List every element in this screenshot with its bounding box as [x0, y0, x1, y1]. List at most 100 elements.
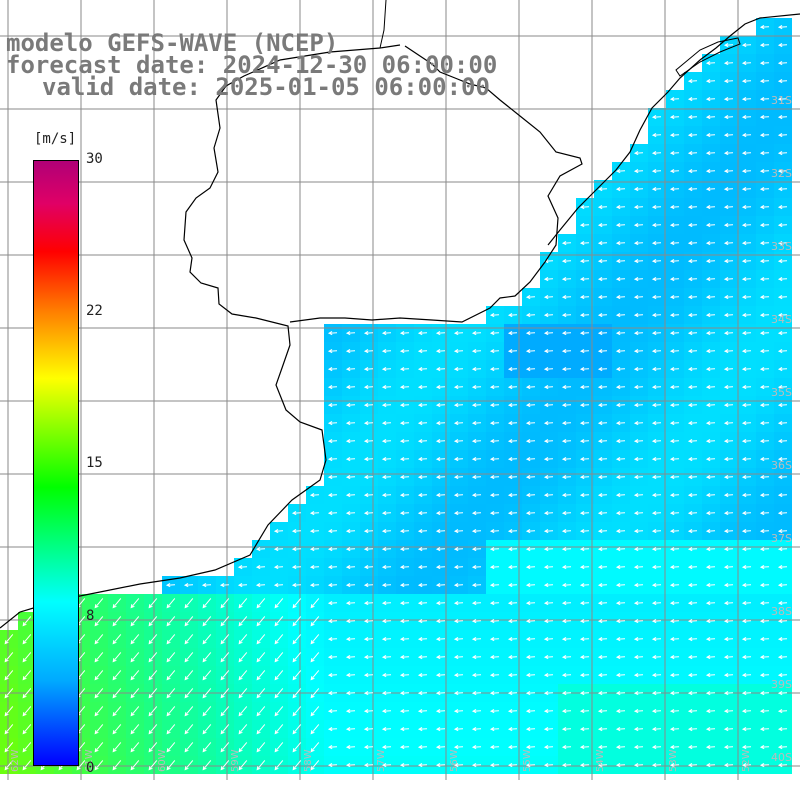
wind-arrow: [507, 402, 518, 408]
wind-arrow: [94, 598, 104, 609]
wind-arrow: [256, 652, 266, 663]
lat-lon-grid: [0, 0, 800, 780]
wind-arrow: [435, 726, 446, 732]
wind-arrow: [687, 276, 698, 282]
wind-arrow: [687, 294, 698, 300]
wind-arrow: [777, 492, 788, 498]
wind-arrow: [669, 726, 680, 732]
wind-arrow: [202, 688, 212, 699]
wind-arrow: [525, 582, 536, 588]
wind-arrow: [471, 330, 482, 336]
wind-arrow: [579, 348, 590, 354]
wind-arrow: [489, 510, 500, 516]
wind-arrow: [633, 564, 644, 570]
wind-arrow: [705, 114, 716, 120]
wind-arrow: [453, 546, 464, 552]
wind-arrow: [687, 708, 698, 714]
wind-arrow: [291, 564, 302, 570]
wind-arrow: [507, 690, 518, 696]
wind-arrow: [256, 634, 266, 645]
wind-arrow: [471, 546, 482, 552]
wind-arrow: [148, 652, 158, 663]
wind-arrow: [633, 240, 644, 246]
wind-arrow: [274, 652, 284, 663]
wind-arrow: [633, 654, 644, 660]
wind-arrow: [184, 724, 194, 735]
wind-arrow: [363, 618, 374, 624]
wind-arrow: [291, 546, 302, 552]
wind-arrow: [669, 564, 680, 570]
wind-arrow: [633, 258, 644, 264]
wind-arrow: [274, 598, 284, 609]
wind-arrow: [615, 618, 626, 624]
wind-arrow: [381, 366, 392, 372]
wind-arrow: [112, 760, 122, 771]
wind-arrow: [471, 672, 482, 678]
wind-arrow: [453, 636, 464, 642]
wind-arrow: [543, 294, 554, 300]
wind-arrow: [220, 670, 230, 681]
wind-arrow: [723, 42, 734, 48]
wind-arrow: [561, 744, 572, 750]
wind-arrow: [597, 546, 608, 552]
wind-arrow: [741, 582, 752, 588]
wind-arrow: [327, 384, 338, 390]
wind-arrow: [669, 330, 680, 336]
wind-arrow: [363, 708, 374, 714]
wind-arrow: [273, 546, 284, 552]
wind-arrow: [561, 762, 572, 768]
wind-arrow: [363, 348, 374, 354]
wind-arrow: [220, 742, 230, 753]
wind-arrow: [417, 330, 428, 336]
wind-arrow: [777, 60, 788, 66]
colorbar-tick-30: 30: [86, 151, 103, 167]
wind-arrow: [687, 474, 698, 480]
wind-arrow: [525, 492, 536, 498]
wind-arrow: [651, 204, 662, 210]
wind-arrow: [453, 528, 464, 534]
wind-arrow: [597, 528, 608, 534]
wind-arrow: [561, 438, 572, 444]
wind-arrow: [22, 634, 32, 645]
wind-arrow: [453, 384, 464, 390]
wind-arrow: [525, 762, 536, 768]
wind-arrow: [327, 546, 338, 552]
wind-arrow: [705, 672, 716, 678]
wind-arrow: [777, 348, 788, 354]
wind-arrow: [687, 600, 698, 606]
wind-arrow: [417, 402, 428, 408]
wind-arrow: [489, 762, 500, 768]
wind-arrow: [777, 384, 788, 390]
wind-arrow: [292, 652, 302, 663]
wind-arrow: [723, 132, 734, 138]
wind-arrow: [687, 78, 698, 84]
wind-arrow: [741, 258, 752, 264]
wind-arrow: [777, 672, 788, 678]
wind-arrow: [759, 24, 770, 30]
wind-arrow: [274, 742, 284, 753]
wind-arrow: [94, 742, 104, 753]
wind-arrow: [507, 384, 518, 390]
wind-arrow: [669, 204, 680, 210]
wind-arrow: [489, 456, 500, 462]
wind-arrow: [741, 492, 752, 498]
wind-arrow: [633, 168, 644, 174]
wind-arrow: [759, 42, 770, 48]
coastline: [0, 44, 401, 629]
wind-arrow: [633, 546, 644, 552]
wind-arrow: [759, 690, 770, 696]
wind-arrow: [705, 348, 716, 354]
wind-arrow: [597, 384, 608, 390]
wind-arrow: [579, 564, 590, 570]
wind-arrow: [417, 546, 428, 552]
wind-arrow: [759, 510, 770, 516]
wind-arrow: [741, 78, 752, 84]
wind-arrow: [723, 258, 734, 264]
wind-arrow: [651, 132, 662, 138]
wind-arrow: [112, 652, 122, 663]
wind-arrow: [759, 294, 770, 300]
wind-arrow: [741, 474, 752, 480]
wind-arrow: [687, 456, 698, 462]
wind-arrow: [651, 600, 662, 606]
wind-arrow: [723, 384, 734, 390]
